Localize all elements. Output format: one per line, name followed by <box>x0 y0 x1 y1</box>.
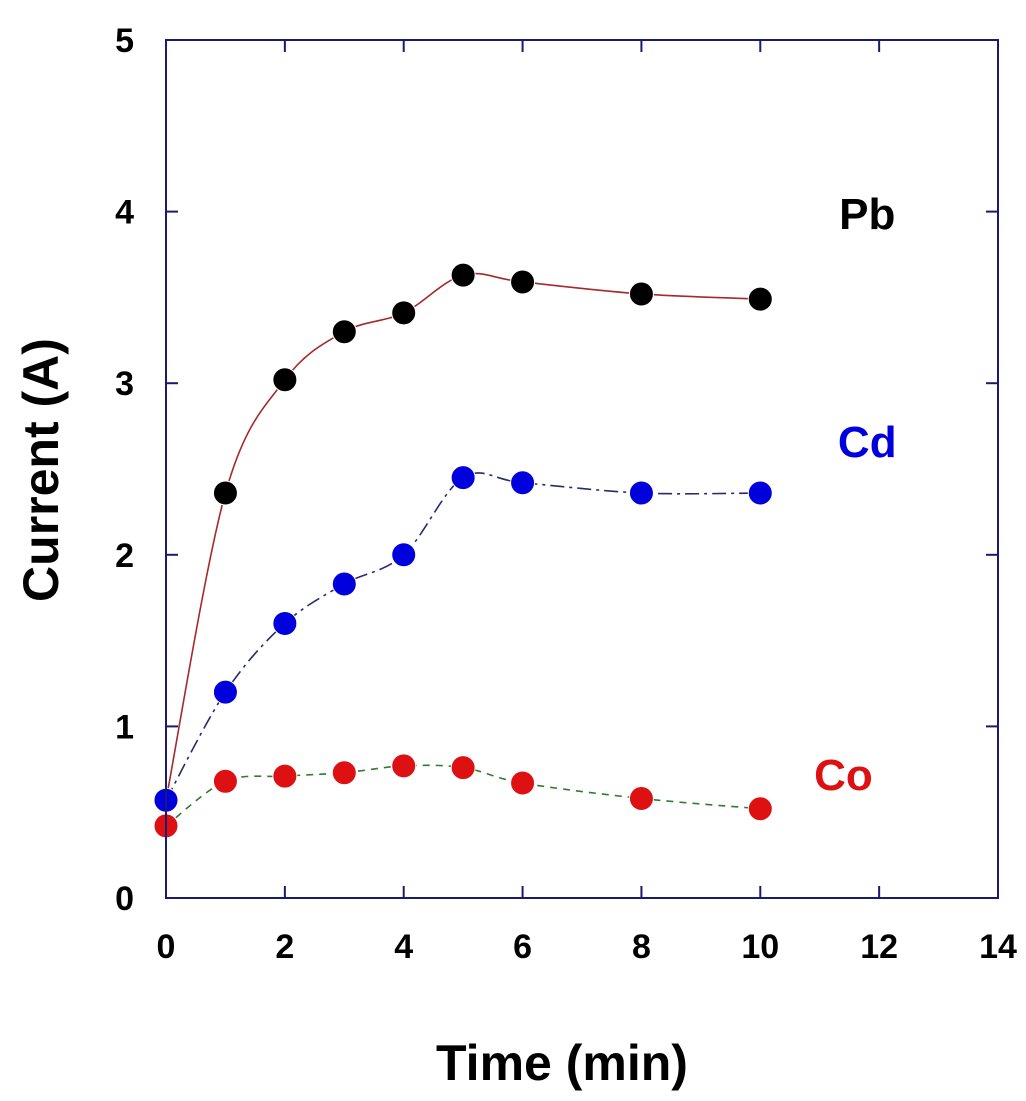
y-tick-label: 5 <box>115 22 134 60</box>
x-tick-label: 0 <box>157 928 176 966</box>
data-point-cd <box>747 480 773 506</box>
data-point-pb <box>510 269 536 295</box>
data-point-co <box>510 770 536 796</box>
y-tick-label: 0 <box>115 880 134 918</box>
data-point-pb <box>628 281 654 307</box>
data-point-co <box>391 753 417 779</box>
x-tick-label: 10 <box>741 928 779 966</box>
x-tick-label: 6 <box>513 928 532 966</box>
data-point-cd <box>272 610 298 636</box>
data-point-cd <box>450 465 476 491</box>
data-point-pb <box>212 480 238 506</box>
y-tick-label: 4 <box>115 194 134 232</box>
series-label-cd: Cd <box>838 418 897 467</box>
y-tick-label: 2 <box>115 537 134 575</box>
x-axis-ticks <box>165 40 999 898</box>
data-point-cd <box>391 542 417 568</box>
data-point-co <box>331 760 357 786</box>
x-tick-label: 8 <box>632 928 651 966</box>
x-axis-tick-labels: 0 2 4 6 8 10 12 14 <box>157 928 1017 966</box>
data-point-pb <box>747 286 773 312</box>
series-markers <box>153 262 773 839</box>
data-point-cd <box>331 571 357 597</box>
x-axis-title: Time (min) <box>436 1035 688 1091</box>
data-point-cd <box>510 470 536 496</box>
y-axis-tick-labels: 0 1 2 3 4 5 <box>115 22 134 918</box>
data-point-co <box>212 768 238 794</box>
data-point-co <box>628 785 654 811</box>
data-point-pb <box>272 367 298 393</box>
series-labels: Pb Cd Co <box>814 190 896 800</box>
x-tick-label: 14 <box>979 928 1017 966</box>
y-tick-label: 3 <box>115 365 134 403</box>
data-point-co <box>747 796 773 822</box>
x-tick-label: 2 <box>275 928 294 966</box>
data-point-cd <box>212 679 238 705</box>
data-point-pb <box>391 300 417 326</box>
data-point-co <box>450 755 476 781</box>
y-axis-ticks <box>166 39 998 899</box>
data-point-pb <box>450 262 476 288</box>
data-point-co <box>272 763 298 789</box>
plot-frame <box>165 39 999 899</box>
x-tick-label: 12 <box>860 928 898 966</box>
y-tick-label: 1 <box>115 708 134 746</box>
series-label-co: Co <box>814 751 873 800</box>
data-point-pb <box>331 319 357 345</box>
data-point-cd <box>628 480 654 506</box>
series-label-pb: Pb <box>839 190 895 239</box>
y-axis-title: Current (A) <box>13 338 69 602</box>
series-line-cd <box>165 472 761 801</box>
series-line-pb <box>165 272 761 801</box>
x-tick-label: 4 <box>394 928 413 966</box>
series-lines <box>165 272 761 827</box>
